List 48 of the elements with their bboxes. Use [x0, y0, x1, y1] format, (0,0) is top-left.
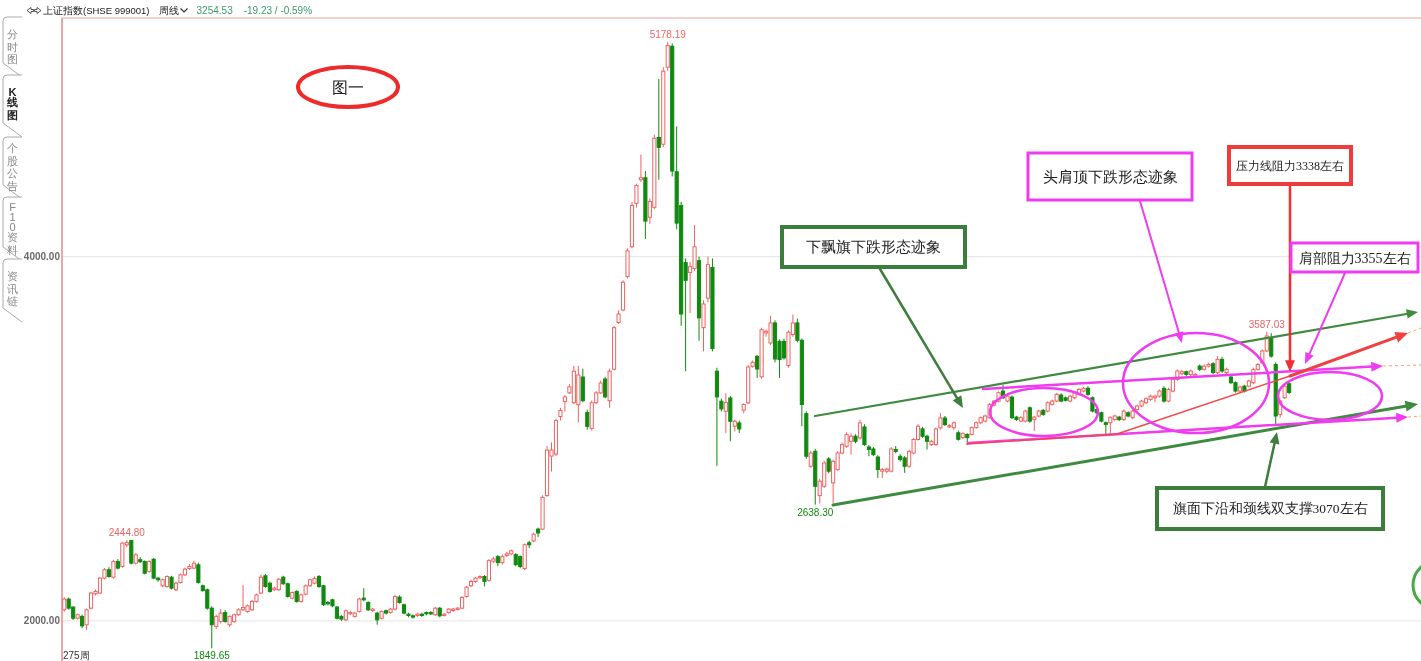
candlestick [258, 573, 263, 595]
candlestick [862, 423, 867, 447]
annotation: 下飘旗下跌形态迹象 [806, 239, 941, 256]
annotation: 压力线阻力3338左右 [1236, 158, 1344, 173]
candlestick [755, 354, 760, 379]
candlestick [656, 78, 661, 181]
text: 3254.53 [196, 5, 234, 16]
candlestick [875, 454, 880, 479]
data-label: 2444.80 [108, 526, 145, 538]
candlestick [477, 574, 483, 580]
candlestick [129, 539, 134, 565]
candlestick [120, 541, 125, 569]
candlestick [723, 392, 728, 434]
candlestick [857, 419, 863, 441]
chart-subtitle: 周线 [158, 5, 179, 16]
data-label: 5178.19 [649, 29, 686, 40]
annotation: 头肩顶下跌形态迹象 [1042, 168, 1178, 185]
candlestick [701, 299, 706, 352]
text: F10资料 [7, 201, 18, 256]
candlestick [768, 315, 773, 346]
candlestick [638, 154, 643, 183]
candlestick [1215, 355, 1220, 375]
data-label: 2638.30 [797, 506, 834, 518]
annotation: 旗面下沿和颈线双支撑3070左右 [1172, 501, 1368, 517]
text: 个股公告 [7, 142, 18, 192]
candlestick [1269, 332, 1274, 359]
annotation: 275周 [63, 650, 90, 661]
text: 分时图 [7, 28, 18, 65]
data-label: 3587.03 [1248, 318, 1285, 330]
text: -19.23 / -0.59% [243, 5, 313, 16]
candlestick [111, 559, 116, 580]
y-tick-label: 2000.00 [23, 615, 61, 627]
candlestick [665, 41, 670, 72]
annotation: 图一 [332, 78, 364, 96]
candlestick [781, 338, 787, 361]
candlestick [580, 368, 585, 403]
data-label: 1849.65 [193, 650, 230, 661]
candlestick [1108, 415, 1113, 435]
chart-title: 上证指数(SHSE 999001) [43, 5, 150, 16]
annotation: 肩部阻力3355左右 [1298, 250, 1411, 266]
text: K线图 [6, 86, 18, 121]
candlestick [196, 562, 201, 585]
candlestick [522, 543, 527, 571]
candlestick [889, 446, 894, 473]
y-tick-label: 4000.00 [23, 251, 61, 263]
candlestick [728, 395, 733, 442]
candlestick [585, 409, 590, 431]
text: 资讯链 [6, 270, 18, 307]
